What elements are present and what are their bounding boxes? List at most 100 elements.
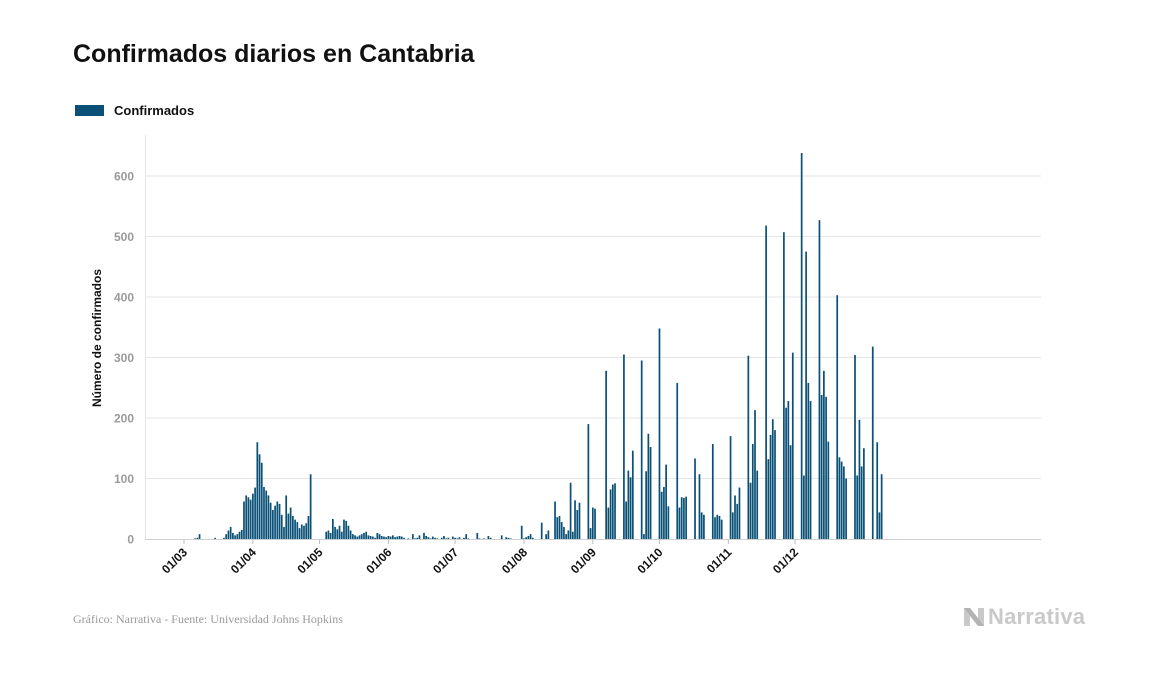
bar [260, 462, 263, 539]
x-tick-label: 01/10 [634, 545, 665, 576]
bar [451, 536, 454, 539]
bar [423, 532, 425, 539]
bar [345, 520, 348, 539]
bar [278, 503, 281, 539]
bar [658, 328, 661, 539]
bar [645, 471, 647, 539]
bar [627, 470, 630, 539]
bar [623, 354, 625, 540]
bar [363, 532, 365, 539]
bar [376, 532, 379, 539]
legend-swatch [75, 105, 104, 116]
bar [249, 499, 252, 539]
bar [591, 507, 594, 539]
bar [540, 522, 543, 539]
bar [416, 537, 419, 539]
bar [252, 493, 254, 540]
bar [254, 487, 256, 539]
bar [385, 537, 388, 539]
bar [731, 512, 734, 539]
bar [720, 519, 723, 539]
y-tick-label: 100 [114, 472, 134, 486]
bar [489, 537, 492, 539]
bar [676, 382, 679, 539]
bar [729, 436, 732, 539]
bar [391, 535, 394, 539]
bar [196, 537, 199, 539]
bar [294, 519, 296, 539]
bar [594, 508, 596, 539]
bar [556, 517, 559, 539]
x-tick-label: 01/05 [295, 545, 326, 576]
bar [465, 534, 468, 539]
bar [547, 530, 550, 539]
bar [825, 396, 827, 539]
bar [343, 519, 345, 539]
bar [791, 352, 794, 539]
bar [587, 424, 590, 539]
bar [398, 535, 401, 539]
bar [520, 525, 523, 539]
bar [445, 538, 448, 539]
bar [365, 531, 368, 539]
bar [871, 346, 874, 539]
bar [787, 401, 790, 539]
bar [429, 538, 432, 539]
bar [769, 434, 772, 539]
bar [840, 461, 843, 539]
bar [225, 534, 228, 539]
bar [747, 355, 750, 539]
bar [454, 537, 456, 539]
bar [876, 442, 879, 539]
bar [238, 531, 241, 539]
bar [371, 536, 374, 539]
bar [631, 450, 634, 539]
bar [576, 509, 579, 539]
bar [774, 430, 776, 539]
bar [352, 534, 354, 539]
bar [436, 538, 439, 539]
bar [678, 507, 681, 539]
chart-title: Confirmados diarios en Cantabria [73, 40, 475, 68]
bar [223, 537, 225, 539]
bar [625, 501, 627, 539]
bar [329, 532, 332, 539]
bar [463, 537, 465, 539]
bar [332, 519, 334, 539]
bar [287, 513, 290, 539]
bar [305, 523, 308, 539]
x-tick-label: 01/09 [568, 545, 599, 576]
bar [734, 495, 736, 539]
bar [334, 526, 336, 539]
bar [789, 445, 792, 539]
bar [663, 486, 665, 539]
bar [258, 454, 261, 539]
bar [809, 401, 812, 539]
bar [447, 537, 450, 539]
bar [823, 370, 825, 539]
bar [443, 535, 445, 539]
bar [505, 537, 508, 539]
legend: Confirmados [75, 103, 194, 118]
x-tick-label: 01/07 [430, 545, 461, 576]
bar [703, 514, 705, 539]
bar [338, 525, 341, 539]
bar [380, 535, 383, 539]
bar [545, 534, 548, 539]
bar [694, 458, 696, 539]
bar [667, 506, 670, 539]
bar [858, 419, 861, 539]
bar [765, 225, 767, 540]
y-tick-label: 600 [114, 170, 134, 184]
bar [478, 538, 481, 539]
bar [800, 153, 803, 539]
bar [843, 466, 845, 539]
y-tick-label: 300 [114, 351, 134, 365]
bar [396, 536, 399, 539]
x-axis-ticks: 01/03 01/04 01/05 01/06 01/07 01/08 01/09 01/10… [159, 539, 801, 576]
bar [500, 535, 503, 539]
bar [560, 522, 563, 539]
bar [785, 407, 787, 539]
bar [827, 441, 830, 540]
